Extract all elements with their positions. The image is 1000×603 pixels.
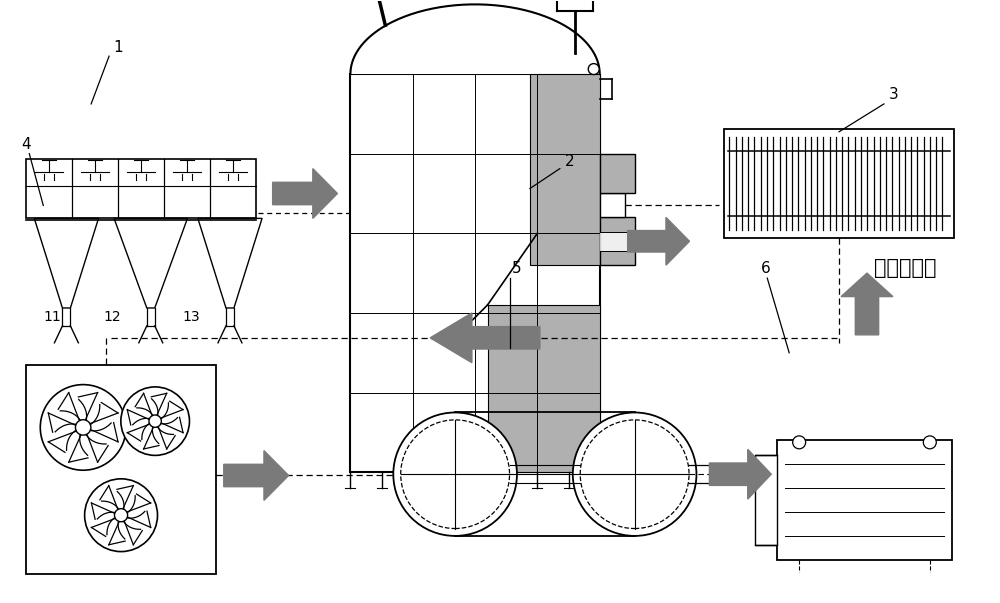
Circle shape [75,420,91,435]
Circle shape [923,436,936,449]
Polygon shape [273,169,337,218]
Circle shape [40,385,126,470]
Circle shape [793,436,806,449]
Bar [600,154,635,194]
Bar [600,218,635,265]
Text: 6: 6 [761,261,771,276]
Text: 5: 5 [512,261,522,276]
Text: 4: 4 [21,137,31,152]
Circle shape [121,387,189,455]
Bar [755,455,777,546]
Bar [26,159,256,218]
Polygon shape [841,273,893,335]
Circle shape [580,420,689,528]
Bar [350,74,600,472]
Circle shape [573,412,696,536]
Circle shape [393,412,517,536]
Bar [724,129,954,238]
Text: 12: 12 [103,310,121,324]
Text: 2: 2 [565,154,574,169]
Circle shape [149,415,161,428]
Text: 矿物棉成品: 矿物棉成品 [874,258,936,278]
Polygon shape [114,218,187,308]
Text: 1: 1 [113,40,123,55]
Bar [777,440,952,560]
Text: 11: 11 [43,310,61,324]
Text: 3: 3 [889,87,899,102]
Circle shape [588,63,599,75]
Polygon shape [34,218,99,308]
Polygon shape [430,313,540,363]
Polygon shape [709,449,771,499]
Circle shape [85,479,158,552]
Polygon shape [488,305,600,472]
Text: 13: 13 [183,310,201,324]
Bar [600,194,625,218]
Polygon shape [628,218,689,265]
Polygon shape [198,218,262,308]
Circle shape [401,420,510,528]
Bar [26,365,216,573]
Polygon shape [224,450,289,500]
Circle shape [114,509,128,522]
Bar [530,74,600,265]
